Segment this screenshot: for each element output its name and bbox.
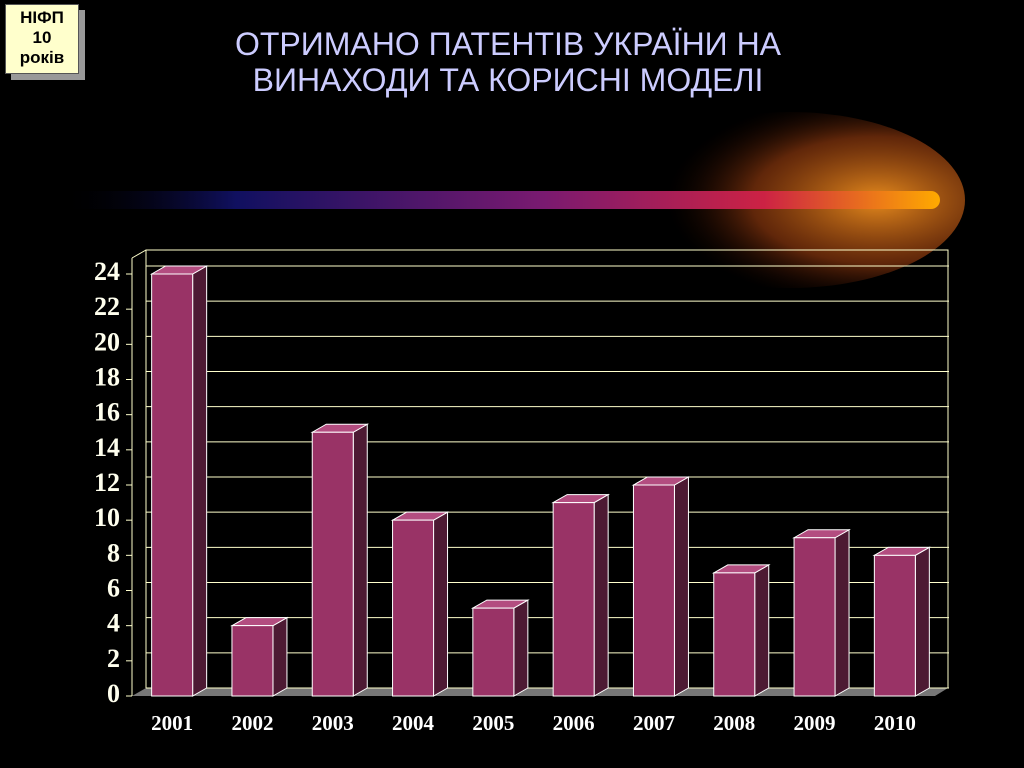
bar-side [754,564,770,697]
y-tick-label: 20 [94,327,120,356]
bar-side [433,511,449,697]
y-tick-label: 8 [107,538,120,567]
bar [230,616,289,697]
y-tick-label: 2 [107,644,120,673]
bar [551,493,611,697]
bar-side [673,476,689,697]
x-tick-label: 2010 [874,711,916,735]
bar-side [272,616,288,697]
badge-line: НІФП [20,8,64,27]
bar [390,511,450,697]
bar [872,546,932,697]
x-tick-label: 2005 [472,711,514,735]
bar-front [472,607,515,697]
y-tick-label: 0 [107,679,120,708]
bar [310,423,370,697]
x-tick-label: 2004 [392,711,435,735]
chart-title: ОТРИМАНО ПАТЕНТІВ УКРАЇНИ НА ВИНАХОДИ ТА… [234,26,782,98]
bar-side [593,493,609,697]
x-tick-label: 2008 [713,711,755,735]
y-tick-label: 24 [94,257,120,286]
decoration [60,112,965,288]
bar-front [632,484,675,697]
x-tick-label: 2001 [151,711,193,735]
y-tick-label: 18 [94,362,120,391]
y-tick-label: 22 [94,292,120,321]
bar [792,528,851,697]
bar-side [914,546,930,697]
y-tick-label: 12 [94,468,120,497]
y-tick-label: 10 [94,503,120,532]
bar-front [873,554,916,697]
x-tick-label: 2002 [231,711,273,735]
bar [711,564,771,697]
bar-side [192,265,208,697]
x-tick-label: 2009 [794,711,836,735]
bar-side [513,599,529,697]
y-tick-label: 14 [94,433,120,462]
badge-line: років [19,48,65,67]
bar-front [392,519,435,697]
bar-front [151,273,194,697]
badge: НІФП 10 років [5,4,79,74]
y-tick-label: 4 [107,609,120,638]
bar-front [713,572,756,697]
y-tick-label: 16 [94,398,120,427]
bar-front [552,502,595,697]
bar [149,265,209,697]
bar-side [834,528,850,697]
badge-line: 10 [32,28,52,47]
bar-side [352,423,368,697]
bar-front [231,625,274,697]
x-tick-label: 2003 [312,711,354,735]
bar-front [311,431,354,697]
x-tick-label: 2007 [633,711,675,735]
bar [470,599,530,697]
y-tick-label: 6 [107,573,120,602]
bar [631,476,691,697]
bar-front [793,537,836,697]
x-tick-label: 2006 [553,711,595,735]
